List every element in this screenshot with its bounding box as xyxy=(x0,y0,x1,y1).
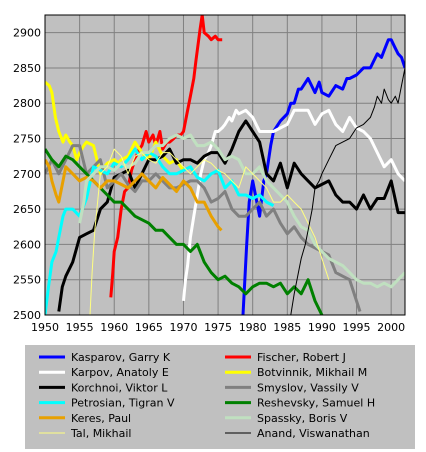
x-tick-label: 1985 xyxy=(273,321,301,334)
legend-label: Reshevsky, Samuel H xyxy=(257,397,375,410)
legend-label: Fischer, Robert J xyxy=(257,351,346,364)
y-tick-label: 2900 xyxy=(13,27,41,40)
y-axis-ticks: 2500 2550 2600 2650 2700 2750 2800 2850 2900 xyxy=(13,27,41,322)
x-tick-label: 2000 xyxy=(377,321,405,334)
x-tick-label: 1995 xyxy=(343,321,371,334)
legend-label: Smyslov, Vassily V xyxy=(257,381,359,394)
y-tick-label: 2850 xyxy=(13,62,41,75)
legend: Kasparov, Garry K Fischer, Robert J Karpov… xyxy=(25,345,415,449)
legend-label: Karpov, Anatoly E xyxy=(71,366,169,379)
series-line-11 xyxy=(290,67,405,315)
legend-label: Petrosian, Tigran V xyxy=(71,397,175,410)
y-tick-label: 2550 xyxy=(13,274,41,287)
x-tick-label: 1975 xyxy=(204,321,232,334)
series-line-8 xyxy=(45,158,223,232)
x-tick-label: 1960 xyxy=(100,321,128,334)
legend-box xyxy=(25,345,415,449)
y-tick-label: 2750 xyxy=(13,133,41,146)
legend-label: Keres, Paul xyxy=(71,412,131,425)
x-tick-label: 1965 xyxy=(135,321,163,334)
legend-label: Botvinnik, Mikhail M xyxy=(257,366,367,379)
x-tick-label: 1990 xyxy=(308,321,336,334)
series-layer xyxy=(45,15,405,315)
y-tick-label: 2800 xyxy=(13,97,41,110)
legend-label: Spassky, Boris V xyxy=(257,412,348,425)
legend-label: Tal, Mikhail xyxy=(70,427,131,440)
y-tick-label: 2500 xyxy=(13,309,41,322)
series-line-0 xyxy=(241,38,405,315)
series-line-9 xyxy=(78,133,405,289)
legend-label: Anand, Viswanathan xyxy=(257,427,370,440)
series-line-5 xyxy=(45,144,362,312)
series-line-2 xyxy=(182,108,405,302)
plot-frame xyxy=(44,14,406,316)
x-tick-label: 1955 xyxy=(66,321,94,334)
y-tick-label: 2650 xyxy=(13,203,41,216)
series-line-10 xyxy=(89,148,330,315)
legend-label: Kasparov, Garry K xyxy=(71,351,171,364)
gridlines xyxy=(44,15,405,316)
x-axis-ticks: 1950 1955 1960 1965 1970 1975 1980 1985 1990 1995… xyxy=(31,321,405,334)
y-tick-label: 2600 xyxy=(13,238,41,251)
legend-label: Korchnoi, Viktor L xyxy=(71,381,168,394)
x-tick-label: 1950 xyxy=(31,321,59,334)
y-tick-label: 2700 xyxy=(13,168,41,181)
x-tick-label: 1970 xyxy=(169,321,197,334)
series-line-4 xyxy=(57,119,405,312)
x-tick-label: 1980 xyxy=(239,321,267,334)
